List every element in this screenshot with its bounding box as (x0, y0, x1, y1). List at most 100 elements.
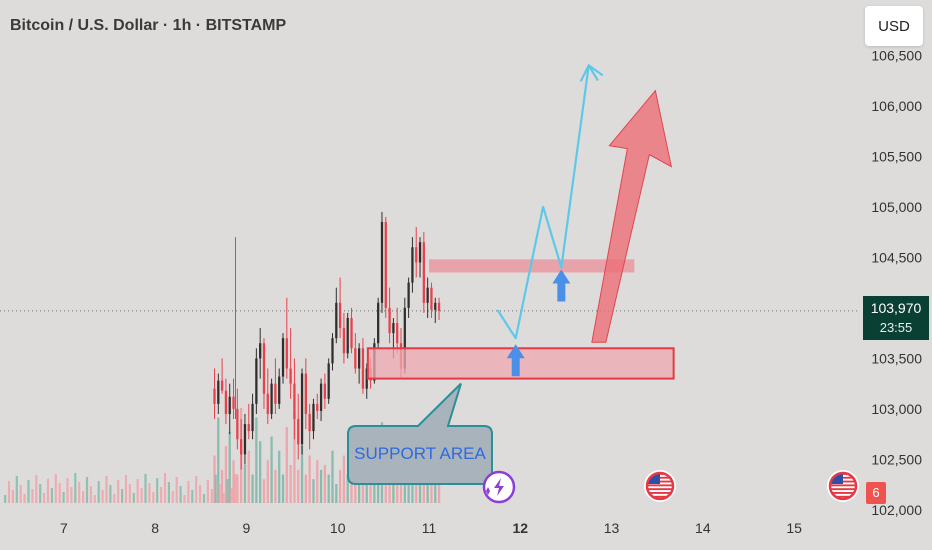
volume-bar (247, 450, 250, 503)
volume-bar (222, 493, 225, 503)
candle-body (232, 396, 235, 409)
volume-bar (411, 479, 414, 503)
candle (361, 338, 365, 394)
candle-body (228, 396, 231, 414)
us-flag-icon[interactable] (827, 470, 859, 502)
volume-bar (50, 488, 53, 503)
volume-bar (308, 455, 311, 503)
volume-bar (218, 484, 221, 503)
candle (365, 363, 368, 399)
volume-bar (58, 483, 61, 503)
callout-shape (347, 382, 493, 485)
candle-body (236, 408, 239, 440)
volume-bar (136, 479, 139, 503)
y-tick-label: 106,000 (871, 98, 922, 114)
candle (354, 333, 357, 374)
projection-path (496, 64, 599, 340)
volume-bar (228, 431, 231, 503)
volume-bar (415, 474, 418, 503)
candle-body (342, 328, 346, 354)
candle-body (361, 348, 365, 389)
volume-bar (274, 469, 277, 503)
candle (418, 237, 422, 278)
candle (297, 393, 300, 460)
candle-body (418, 242, 422, 263)
support-callout[interactable]: SUPPORT AREA (347, 382, 493, 485)
volume-bar (85, 477, 89, 503)
candle (270, 378, 273, 420)
volume-bar (93, 495, 96, 503)
candle-body (357, 348, 361, 369)
candle (240, 419, 243, 470)
candle-body (274, 383, 277, 404)
volume-bar (109, 485, 112, 503)
volume-bar (191, 490, 194, 503)
flag-canton (830, 473, 843, 484)
volume-bar (232, 460, 235, 503)
volume-bar (335, 484, 338, 503)
flag-stripe (830, 488, 856, 491)
volume-bar (346, 474, 349, 503)
flag-stripe (647, 492, 673, 494)
volume-bar (124, 475, 128, 503)
candle (338, 277, 342, 339)
candle (289, 328, 292, 399)
event-count-badge[interactable]: 6 (866, 482, 886, 504)
candle (319, 378, 323, 422)
candle (331, 333, 334, 371)
candle (335, 287, 338, 344)
volume-bar (399, 469, 403, 503)
candle-body (308, 413, 311, 432)
volume-bar (156, 478, 159, 503)
candle-body (331, 338, 334, 364)
y-tick-label: 104,500 (871, 249, 922, 265)
volume-bar (210, 489, 213, 503)
x-tick-label: 9 (243, 520, 251, 536)
y-tick-label: 102,000 (871, 502, 922, 518)
volume-bar (152, 492, 155, 503)
candle-body (338, 302, 342, 329)
lightning-icon[interactable] (482, 470, 516, 504)
volume-bar (78, 482, 81, 503)
candle (255, 348, 258, 414)
candle-body (213, 388, 216, 404)
currency-button[interactable]: USD (865, 6, 923, 46)
volume-bar (262, 479, 266, 503)
candle (323, 373, 327, 409)
arrow-shape (552, 269, 571, 302)
volume-bar (167, 482, 170, 503)
volume-bar (213, 455, 216, 503)
y-tick-label: 102,500 (871, 451, 922, 467)
candle-body (243, 424, 247, 455)
candle-body (407, 282, 410, 308)
volume-bar (430, 474, 433, 503)
volume-bar (365, 484, 368, 503)
volume-bar (160, 487, 163, 503)
x-tick-label: 8 (151, 520, 159, 536)
candle-body (289, 368, 292, 384)
volume-bar (270, 436, 273, 503)
us-flag-icon[interactable] (644, 470, 676, 502)
candle (357, 343, 361, 384)
volume-bar (140, 488, 143, 503)
volume-bar (117, 480, 120, 503)
chart-title: Bitcoin / U.S. Dollar · 1h · BITSTAMP (10, 17, 287, 34)
candle-body (422, 242, 425, 303)
x-tick-label: 10 (330, 520, 346, 536)
volume-bar (113, 494, 116, 503)
candle (308, 403, 311, 450)
volume-bar (183, 495, 186, 503)
current-price-tag: 103,970 23:55 (863, 296, 929, 340)
volume-bar (89, 486, 92, 503)
candle-body (251, 403, 254, 432)
volume-bar (171, 491, 174, 503)
candle-body (403, 307, 406, 369)
candle-body (323, 383, 327, 399)
x-tick-label: 12 (512, 520, 528, 536)
volume-bar (373, 474, 376, 503)
volume-bar (11, 490, 14, 503)
us-flag-icon-border (645, 471, 675, 501)
candle-body (259, 343, 262, 359)
volume-bar (105, 476, 108, 503)
